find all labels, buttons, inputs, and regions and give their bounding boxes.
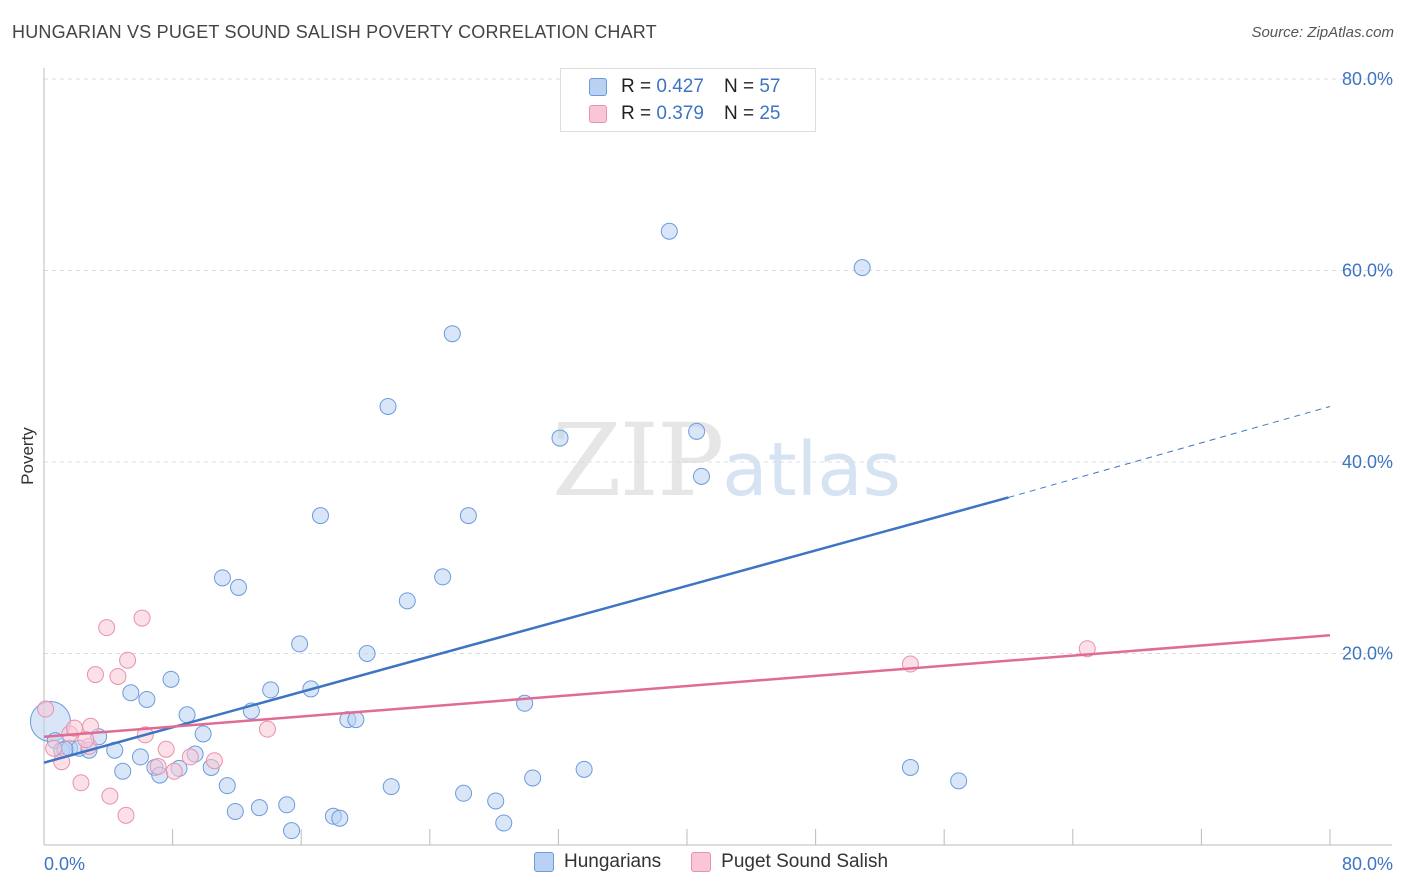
puget-sound-salish-point <box>1078 640 1096 658</box>
puget-sound-salish-point <box>77 731 95 749</box>
series-legend-hungarians[interactable]: Hungarians <box>534 851 661 873</box>
hungarians-point <box>901 758 919 776</box>
puget-sound-salish-point <box>37 700 55 718</box>
hungarians-point <box>443 325 461 343</box>
hungarians-point <box>455 784 473 802</box>
hungarians-point <box>278 796 296 814</box>
puget-sound-salish-point <box>165 762 183 780</box>
puget-sound-salish-point <box>109 667 127 685</box>
hungarians-point <box>347 711 365 729</box>
hungarians-point <box>487 792 505 810</box>
hungarians-point <box>382 778 400 796</box>
legend-r-label: R = <box>621 103 652 124</box>
hungarians-point <box>226 802 244 820</box>
hungarians-point <box>230 578 248 596</box>
series-swatch-hungarians <box>534 852 554 872</box>
puget-sound-salish-trend-line <box>43 634 1331 739</box>
series-legend: Hungarians Puget Sound Salish <box>534 851 918 873</box>
hungarians-point <box>213 569 231 587</box>
hungarians-point <box>114 762 132 780</box>
hungarians-trend-line <box>43 496 1009 764</box>
legend-n-value: 57 <box>759 76 781 97</box>
hungarians-point <box>358 645 376 662</box>
legend-swatch-hungarians <box>589 78 607 96</box>
puget-sound-salish-point <box>157 740 175 758</box>
hungarians-point <box>692 467 710 485</box>
hungarians-point <box>551 429 569 447</box>
hungarians-point <box>138 690 156 708</box>
puget-sound-salish-point <box>45 739 63 757</box>
puget-sound-salish-point <box>205 752 223 770</box>
hungarians-point <box>218 777 236 795</box>
legend-r-value: 0.427 <box>656 76 704 97</box>
hungarians-point <box>250 799 268 817</box>
hungarians-trend-extension <box>1008 405 1331 498</box>
hungarians-point <box>122 684 140 702</box>
puget-sound-salish-point <box>101 787 119 805</box>
hungarians-point <box>660 222 678 240</box>
correlation-legend: R = 0.427 N = 57 R = 0.379 N = 25 <box>560 68 816 132</box>
hungarians-point <box>379 397 397 415</box>
legend-r-label: R = <box>621 76 652 97</box>
y-tick-label: 20.0% <box>1342 644 1393 664</box>
legend-row-hungarians: R = 0.427 N = 57 <box>589 74 780 100</box>
hungarians-point <box>575 760 593 778</box>
hungarians-point <box>162 670 180 688</box>
puget-sound-salish-point <box>72 774 90 792</box>
puget-sound-salish-point <box>133 609 151 627</box>
watermark: ZIPatlas <box>552 402 901 519</box>
series-label-puget-sound-salish: Puget Sound Salish <box>721 851 889 872</box>
puget-sound-salish-point <box>119 651 137 669</box>
legend-swatch-puget-sound-salish <box>589 105 607 123</box>
hungarians-point <box>194 725 212 743</box>
puget-sound-salish-point <box>149 757 167 775</box>
puget-sound-salish-point <box>181 748 199 766</box>
legend-n-label: N = <box>723 103 755 124</box>
hungarians-point <box>283 822 301 840</box>
hungarians-point <box>853 259 871 277</box>
hungarians-point <box>524 769 542 787</box>
hungarians-point <box>495 814 513 832</box>
y-tick-label: 40.0% <box>1342 452 1393 472</box>
hungarians-point <box>331 809 349 827</box>
puget-sound-salish-point <box>117 806 135 824</box>
watermark-atlas: atlas <box>722 427 902 513</box>
series-label-hungarians: Hungarians <box>564 851 662 872</box>
legend-r-value: 0.379 <box>656 103 704 124</box>
hungarians-point <box>311 507 329 525</box>
puget-sound-salish-point <box>86 666 104 684</box>
legend-row-puget-sound-salish: R = 0.379 N = 25 <box>589 101 780 127</box>
hungarians-point <box>950 772 968 790</box>
hungarians-point <box>262 681 280 699</box>
y-tick-label: 60.0% <box>1342 261 1393 281</box>
puget-sound-salish-point <box>258 720 276 738</box>
watermark-zip: ZIP <box>552 402 724 519</box>
hungarians-point <box>688 422 706 440</box>
x-tick-label: 80.0% <box>1342 854 1393 874</box>
legend-n-label: N = <box>723 76 755 97</box>
legend-n-value: 25 <box>759 103 781 124</box>
hungarians-point <box>459 507 477 525</box>
series-swatch-puget-sound-salish <box>691 852 712 872</box>
series-legend-puget-sound-salish[interactable]: Puget Sound Salish <box>691 851 888 873</box>
x-tick-label: 0.0% <box>44 854 85 874</box>
source-label: Source: ZipAtlas.com <box>1251 24 1394 41</box>
hungarians-point <box>178 706 196 724</box>
hungarians-point <box>398 592 416 610</box>
hungarians-point <box>131 748 149 766</box>
y-tick-label: 80.0% <box>1342 69 1393 89</box>
hungarians-point <box>434 568 452 586</box>
puget-sound-salish-point <box>98 619 116 637</box>
chart-title: HUNGARIAN VS PUGET SOUND SALISH POVERTY … <box>12 22 657 42</box>
hungarians-point <box>291 635 309 653</box>
